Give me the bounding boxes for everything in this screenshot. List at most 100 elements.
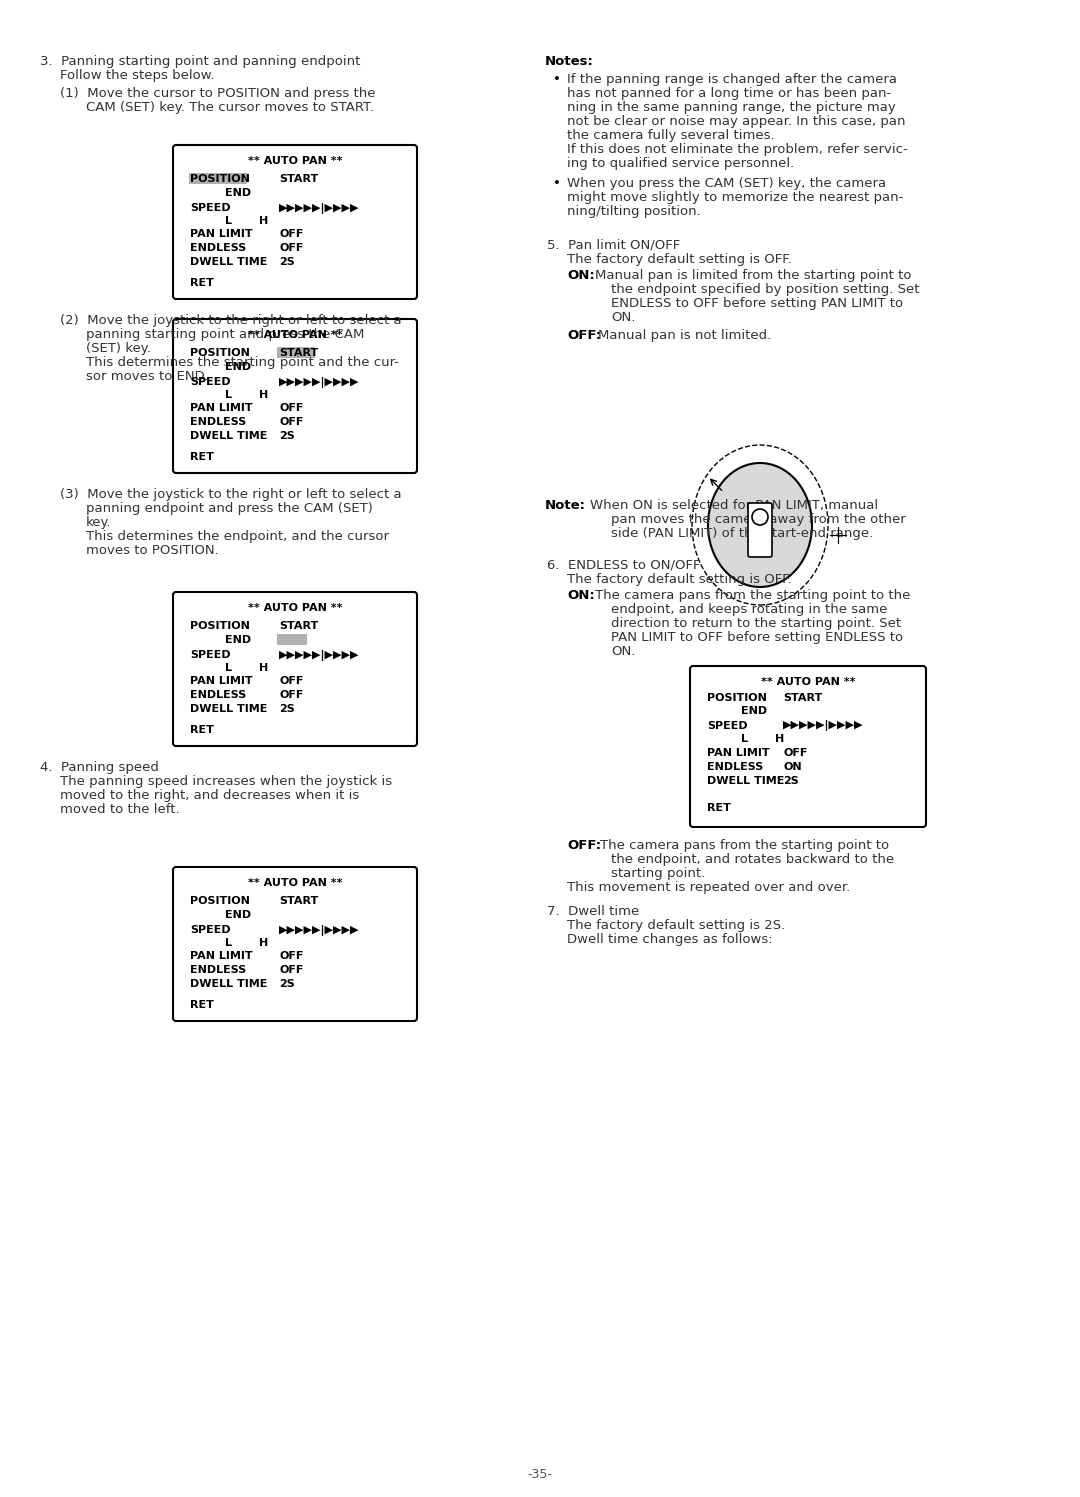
Text: L: L	[225, 216, 232, 226]
FancyBboxPatch shape	[173, 145, 417, 299]
Text: moved to the left.: moved to the left.	[60, 802, 179, 816]
Text: ON.: ON.	[611, 311, 635, 323]
Text: H: H	[775, 734, 784, 744]
Text: PAN LIMIT to OFF before setting ENDLESS to: PAN LIMIT to OFF before setting ENDLESS …	[611, 632, 903, 644]
Text: H: H	[259, 939, 268, 948]
Text: END: END	[225, 635, 252, 645]
Text: RET: RET	[190, 725, 214, 735]
Text: OFF: OFF	[279, 966, 303, 975]
Text: PAN LIMIT: PAN LIMIT	[190, 951, 253, 961]
Text: the endpoint specified by position setting. Set: the endpoint specified by position setti…	[611, 283, 919, 296]
Text: key.: key.	[86, 516, 111, 528]
Text: START: START	[783, 693, 822, 704]
Text: END: END	[225, 910, 252, 921]
Text: OFF: OFF	[279, 403, 303, 413]
Text: END: END	[741, 707, 767, 716]
Text: ENDLESS: ENDLESS	[190, 243, 246, 253]
Text: ▶▶▶▶▶|▶▶▶▶: ▶▶▶▶▶|▶▶▶▶	[279, 650, 360, 662]
Text: (1)  Move the cursor to POSITION and press the: (1) Move the cursor to POSITION and pres…	[60, 87, 376, 100]
Text: PAN LIMIT: PAN LIMIT	[190, 677, 253, 686]
Text: 2S: 2S	[279, 431, 295, 442]
Text: PAN LIMIT: PAN LIMIT	[190, 403, 253, 413]
Text: ** AUTO PAN **: ** AUTO PAN **	[247, 156, 342, 166]
Text: endpoint, and keeps rotating in the same: endpoint, and keeps rotating in the same	[611, 603, 888, 615]
Text: ON:: ON:	[567, 269, 595, 281]
Text: When you press the CAM (SET) key, the camera: When you press the CAM (SET) key, the ca…	[567, 177, 886, 190]
Text: (SET) key.: (SET) key.	[86, 341, 151, 355]
Text: ENDLESS: ENDLESS	[190, 418, 246, 427]
Text: ** AUTO PAN **: ** AUTO PAN **	[247, 879, 342, 888]
Text: ▶▶▶▶▶|▶▶▶▶: ▶▶▶▶▶|▶▶▶▶	[279, 377, 360, 388]
Text: (2)  Move the joystick to the right or left to select a: (2) Move the joystick to the right or le…	[60, 314, 402, 326]
Text: Notes:: Notes:	[545, 55, 594, 67]
Text: DWELL TIME: DWELL TIME	[190, 257, 268, 266]
Text: ENDLESS: ENDLESS	[190, 690, 246, 701]
Text: DWELL TIME: DWELL TIME	[190, 431, 268, 442]
Text: OFF: OFF	[279, 243, 303, 253]
Text: SPEED: SPEED	[190, 925, 231, 936]
Text: H: H	[259, 216, 268, 226]
Text: ▶▶▶▶▶|▶▶▶▶: ▶▶▶▶▶|▶▶▶▶	[279, 204, 360, 214]
Text: SPEED: SPEED	[190, 650, 231, 660]
Text: This movement is repeated over and over.: This movement is repeated over and over.	[567, 882, 850, 894]
Text: the camera fully several times.: the camera fully several times.	[567, 129, 774, 142]
Text: ** AUTO PAN **: ** AUTO PAN **	[247, 329, 342, 340]
Text: ning/tilting position.: ning/tilting position.	[567, 205, 701, 219]
Text: END: END	[225, 189, 252, 198]
Text: moved to the right, and decreases when it is: moved to the right, and decreases when i…	[60, 789, 360, 802]
Text: POSITION: POSITION	[190, 174, 249, 184]
Text: START: START	[279, 621, 319, 632]
Text: ON: ON	[783, 762, 801, 772]
Text: side (PAN LIMIT) of the start-end range.: side (PAN LIMIT) of the start-end range.	[611, 527, 874, 540]
Text: PAN LIMIT: PAN LIMIT	[190, 229, 253, 240]
Text: The factory default setting is OFF.: The factory default setting is OFF.	[567, 253, 792, 266]
Text: •: •	[553, 73, 561, 85]
Text: H: H	[259, 391, 268, 400]
Text: Manual pan is not limited.: Manual pan is not limited.	[598, 329, 771, 341]
Text: If the panning range is changed after the camera: If the panning range is changed after th…	[567, 73, 897, 85]
Text: might move slightly to memorize the nearest pan-: might move slightly to memorize the near…	[567, 192, 903, 204]
Text: direction to return to the starting point. Set: direction to return to the starting poin…	[611, 617, 901, 630]
Text: POSITION: POSITION	[190, 621, 249, 632]
Text: sor moves to END.: sor moves to END.	[86, 370, 208, 383]
Text: L: L	[225, 391, 232, 400]
Text: OFF: OFF	[279, 690, 303, 701]
Text: This determines the endpoint, and the cursor: This determines the endpoint, and the cu…	[86, 530, 389, 543]
Text: The factory default setting is 2S.: The factory default setting is 2S.	[567, 919, 785, 933]
Text: ON:: ON:	[567, 588, 595, 602]
Text: the endpoint, and rotates backward to the: the endpoint, and rotates backward to th…	[611, 853, 894, 865]
Text: OFF: OFF	[279, 951, 303, 961]
Text: panning starting point and press the CAM: panning starting point and press the CAM	[86, 328, 364, 341]
Text: Dwell time changes as follows:: Dwell time changes as follows:	[567, 933, 772, 946]
Text: -35-: -35-	[527, 1469, 553, 1481]
Text: ENDLESS: ENDLESS	[707, 762, 764, 772]
FancyBboxPatch shape	[748, 503, 772, 557]
Text: 2S: 2S	[783, 775, 799, 786]
Text: OFF: OFF	[279, 677, 303, 686]
Text: SPEED: SPEED	[190, 377, 231, 388]
Ellipse shape	[708, 463, 812, 587]
FancyBboxPatch shape	[690, 666, 926, 826]
FancyBboxPatch shape	[173, 591, 417, 746]
Text: When ON is selected for PAN LIMIT, manual: When ON is selected for PAN LIMIT, manua…	[590, 499, 878, 512]
Text: CAM (SET) key. The cursor moves to START.: CAM (SET) key. The cursor moves to START…	[86, 100, 374, 114]
FancyBboxPatch shape	[276, 347, 315, 358]
Text: Follow the steps below.: Follow the steps below.	[60, 69, 215, 82]
Text: OFF: OFF	[279, 229, 303, 240]
Text: ing to qualified service personnel.: ing to qualified service personnel.	[567, 157, 794, 171]
FancyBboxPatch shape	[173, 319, 417, 473]
Text: POSITION: POSITION	[707, 693, 767, 704]
Text: The factory default setting is OFF.: The factory default setting is OFF.	[567, 573, 792, 585]
Text: ▶▶▶▶▶|▶▶▶▶: ▶▶▶▶▶|▶▶▶▶	[783, 720, 864, 731]
Text: 2S: 2S	[279, 704, 295, 714]
Text: 3.  Panning starting point and panning endpoint: 3. Panning starting point and panning en…	[40, 55, 361, 67]
Text: pan moves the camera away from the other: pan moves the camera away from the other	[611, 513, 906, 525]
Text: ▶▶▶▶▶|▶▶▶▶: ▶▶▶▶▶|▶▶▶▶	[279, 925, 360, 936]
Text: L: L	[741, 734, 748, 744]
Text: 2S: 2S	[279, 257, 295, 266]
Text: starting point.: starting point.	[611, 867, 705, 880]
Text: START: START	[279, 897, 319, 906]
Text: DWELL TIME: DWELL TIME	[190, 979, 268, 990]
Text: END: END	[225, 362, 252, 371]
Text: RET: RET	[190, 452, 214, 463]
